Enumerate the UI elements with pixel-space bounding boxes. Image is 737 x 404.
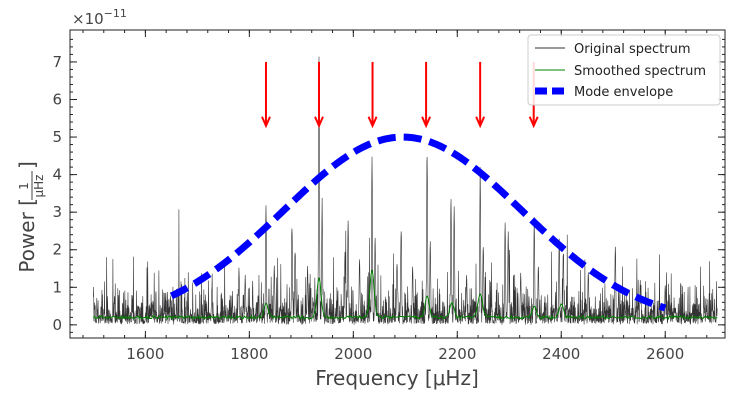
y-tick-label: 0 [52, 316, 62, 334]
y-axis-label-prefix: Power [ [15, 198, 39, 273]
x-tick-label: 1800 [230, 345, 268, 363]
x-tick-label: 1600 [126, 345, 164, 363]
mode-arrow [367, 61, 378, 129]
mode-arrow [475, 61, 486, 129]
x-tick-label: 2200 [438, 345, 476, 363]
series-smoothed-spectrum [92, 269, 718, 321]
y-axis-label-numerator: 1 [17, 182, 31, 190]
mode-arrow-head [475, 116, 486, 129]
legend-label-original-spectrum: Original spectrum [574, 42, 691, 57]
y-tick-label: 4 [52, 166, 62, 184]
mode-arrow-head [367, 116, 378, 129]
y-multiplier: ×10−11 [72, 7, 127, 28]
x-tick-label: 2400 [542, 345, 580, 363]
mode-arrow [421, 61, 432, 129]
y-tick-label: 3 [52, 203, 62, 221]
mode-arrow-head [528, 116, 539, 129]
y-tick-label: 1 [52, 278, 62, 296]
mode-arrow-head [314, 116, 324, 129]
x-axis-ticks: 1600 1800 2000 2200 2400 2600 [82, 30, 708, 363]
x-tick-label: 2600 [646, 345, 684, 363]
y-axis-label-denominator: μHz [32, 175, 46, 198]
legend-box [527, 34, 721, 106]
y-axis-ticks: 0 1 2 3 4 5 6 7 [52, 38, 725, 334]
y-tick-label: 5 [52, 128, 62, 146]
mode-arrow-head [421, 116, 432, 129]
legend: Original spectrum Smoothed spectrum Mode… [527, 34, 721, 106]
mode-arrow-head [261, 116, 271, 129]
mode-arrow [314, 61, 324, 129]
y-tick-label: 7 [52, 53, 62, 71]
x-tick-label: 2000 [334, 345, 372, 363]
y-axis-label: Power [ 1 μHz ] [15, 161, 46, 272]
x-axis-label: Frequency [μHz] [315, 366, 479, 390]
y-tick-label: 2 [52, 241, 62, 259]
legend-label-smoothed-spectrum: Smoothed spectrum [574, 64, 706, 79]
mode-arrow [261, 61, 271, 129]
y-tick-label: 6 [52, 90, 62, 108]
y-axis-label-suffix: ] [15, 161, 39, 169]
series-mode-envelope [169, 133, 667, 312]
legend-label-mode-envelope: Mode envelope [574, 85, 673, 100]
axes-frame [69, 29, 726, 339]
